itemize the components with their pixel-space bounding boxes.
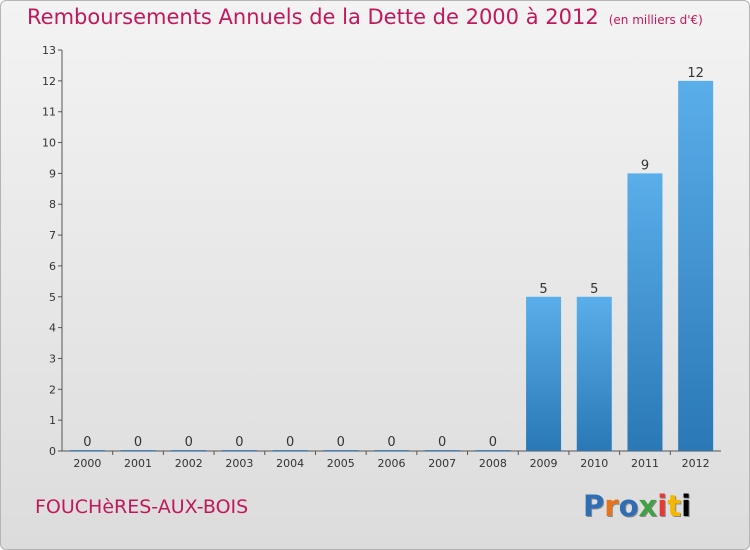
x-tick-label: 2007 — [428, 457, 456, 470]
x-tick-label: 2000 — [73, 457, 101, 470]
y-tick-label: 1 — [49, 414, 56, 427]
x-tick-label: 2005 — [327, 457, 355, 470]
data-label-2001: 0 — [134, 435, 142, 450]
y-tick-label: 11 — [42, 106, 56, 119]
unit-label: (en milliers d'€) — [608, 13, 703, 27]
y-tick-label: 2 — [49, 383, 56, 396]
data-label-2004: 0 — [286, 435, 294, 450]
data-label-2010: 5 — [590, 282, 598, 297]
bar-2006[interactable] — [374, 450, 409, 451]
bar-2005[interactable] — [323, 450, 359, 451]
y-tick-label: 12 — [42, 75, 56, 88]
y-tick-label: 10 — [42, 137, 56, 150]
place-name: FOUCHèRES-AUX-BOIS — [35, 496, 249, 518]
x-axis: 2000 2001 2002 2003 2004 2005 2006 2007 2008 2009… — [62, 450, 721, 470]
bar-2007[interactable] — [424, 450, 460, 451]
data-label-2002: 0 — [185, 435, 193, 450]
x-tick-label: 2012 — [682, 457, 710, 470]
y-tick-label: 6 — [49, 260, 56, 273]
y-tick-label: 7 — [49, 229, 56, 242]
y-tick-label: 3 — [49, 352, 56, 365]
x-tick-label: 2010 — [580, 457, 608, 470]
y-tick-label: 4 — [49, 322, 56, 335]
x-tick-label: 2004 — [276, 457, 304, 470]
x-tick-label: 2011 — [631, 457, 659, 470]
bar-2010[interactable] — [576, 296, 612, 451]
bar-2002[interactable] — [171, 450, 207, 451]
x-tick-label: 2003 — [225, 457, 253, 470]
bar-2011[interactable] — [627, 173, 663, 451]
y-tick-label: 0 — [49, 445, 56, 458]
bar-2012[interactable] — [678, 80, 714, 451]
x-tick-label: 2008 — [479, 457, 507, 470]
data-labels: 0 0 0 0 0 0 0 0 0 5 5 9 12 — [83, 66, 704, 450]
data-label-2011: 9 — [641, 158, 649, 173]
bar-2001[interactable] — [120, 450, 156, 451]
bar-2004[interactable] — [272, 450, 308, 451]
chart-title: Remboursements Annuels de la Dette de 20… — [27, 5, 703, 29]
data-label-2009: 5 — [539, 282, 547, 297]
data-label-2005: 0 — [337, 435, 345, 450]
data-label-2006: 0 — [387, 435, 395, 450]
x-tick-label: 2002 — [175, 457, 203, 470]
data-label-2007: 0 — [438, 435, 446, 450]
data-label-2003: 0 — [235, 435, 243, 450]
bars — [69, 80, 714, 451]
data-label-2008: 0 — [489, 435, 497, 450]
y-tick-label: 13 — [42, 44, 56, 57]
bar-2003[interactable] — [221, 450, 257, 451]
y-tick-label: 5 — [49, 291, 56, 304]
x-tick-label: 2009 — [530, 457, 558, 470]
x-tick-label: 2006 — [378, 457, 406, 470]
data-label-2012: 12 — [687, 66, 704, 81]
bar-2008[interactable] — [475, 450, 511, 451]
data-label-2000: 0 — [83, 435, 91, 450]
y-tick-label: 9 — [49, 167, 56, 180]
bar-2009[interactable] — [526, 296, 562, 451]
y-tick-label: 8 — [49, 198, 56, 211]
proxiti-logo[interactable]: Proxiti — [583, 489, 692, 523]
bar-2000[interactable] — [69, 450, 105, 451]
x-tick-label: 2001 — [124, 457, 152, 470]
